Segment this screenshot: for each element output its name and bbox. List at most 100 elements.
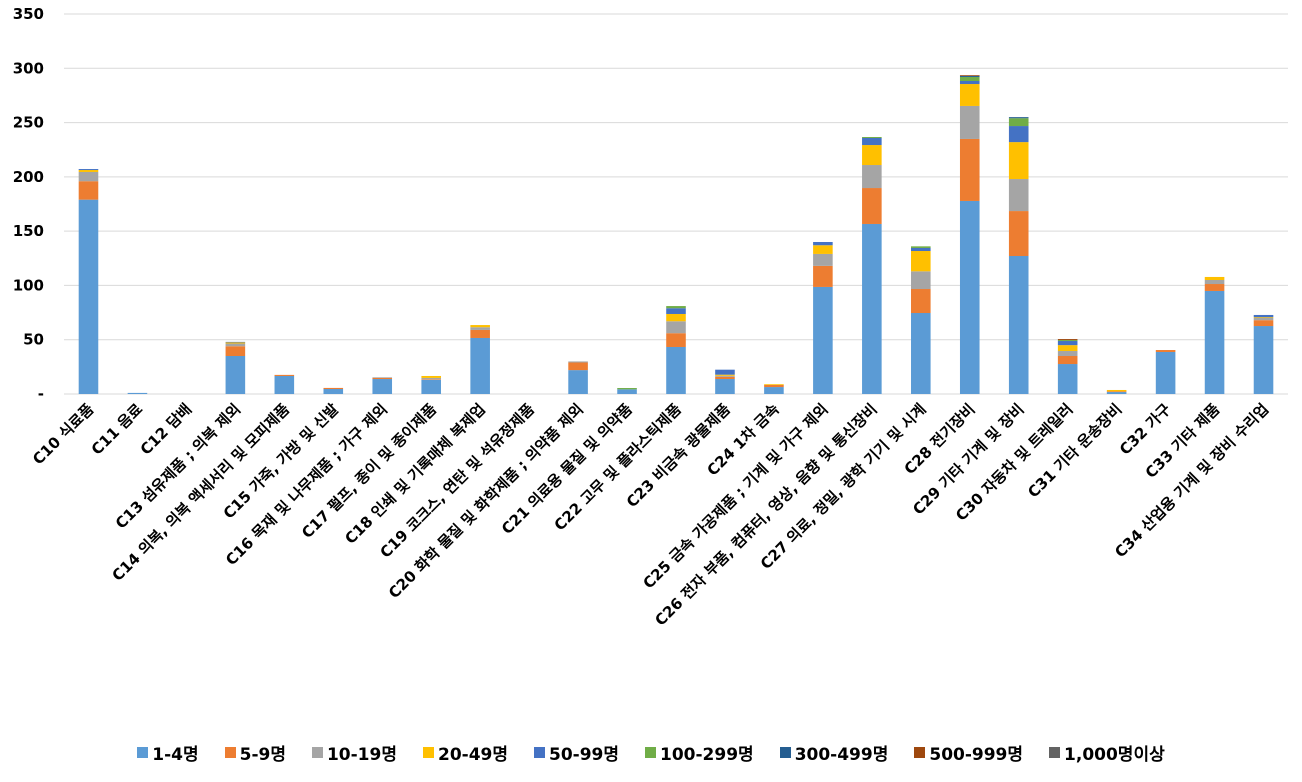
bar-segment (1008, 142, 1029, 180)
legend-item: 20-49명 (422, 740, 508, 765)
gridlines (64, 13, 1288, 395)
bar-segment (959, 200, 980, 394)
bar-segment (1057, 356, 1078, 365)
bar-segment (862, 165, 882, 189)
legend-label: 1,000명이상 (1064, 745, 1165, 765)
legend-item: 1,000명이상 (1049, 740, 1165, 765)
y-tick-label: - (38, 385, 44, 403)
legend: 1-4명 5-9명 10-19명 20-49명 50-99명 100-299명 300-49… (0, 740, 1302, 765)
bar-segment (568, 370, 588, 394)
bar-segment (1008, 211, 1029, 257)
bar-segment (1106, 391, 1127, 393)
bar-segment (959, 105, 980, 139)
bar-segment (1008, 179, 1029, 212)
bar-segment (764, 384, 784, 388)
bar-segment (225, 356, 246, 394)
bar-segment (470, 337, 490, 394)
bar-segment (568, 362, 588, 371)
bar-segment (470, 327, 490, 330)
bar-segment (911, 271, 931, 290)
bar-segment (1008, 256, 1029, 394)
bar-segment (666, 308, 686, 314)
legend-label: 5-9명 (239, 745, 286, 765)
bar-segment (911, 247, 931, 252)
bar-segment (1204, 280, 1225, 285)
bar-segment (715, 376, 735, 380)
bar-segment (911, 289, 931, 314)
x-tick-label: C11 음료 (88, 400, 147, 459)
bar-segment (764, 384, 784, 385)
y-tick-label: 100 (13, 276, 44, 294)
legend-item: 500-999명 (914, 740, 1023, 765)
legend-item: 100-299명 (645, 740, 754, 765)
bar-segment (1057, 351, 1078, 356)
bar-segment (862, 137, 882, 146)
bar-segment (1155, 351, 1176, 394)
bar-segment (372, 377, 393, 378)
bar-segment (225, 343, 246, 347)
bar-segment (715, 375, 735, 377)
legend-label: 50-99명 (549, 745, 620, 765)
bar-segment (862, 223, 882, 394)
bar-segment (813, 253, 833, 266)
bar-segment (666, 321, 686, 334)
legend-label: 20-49명 (437, 745, 508, 765)
bar-segment (813, 242, 833, 246)
legend-label: 10-19명 (326, 745, 397, 765)
y-axis: - 50 100 150 200 250 300 350 (13, 5, 44, 403)
bar-segment (323, 387, 344, 390)
bar-segment (911, 251, 931, 272)
bar-segment (862, 145, 882, 166)
bar-segment (862, 188, 882, 224)
y-tick-label: 350 (13, 5, 44, 23)
bar-segment (666, 313, 686, 322)
bar-segment (911, 246, 931, 248)
bars (78, 75, 1274, 394)
bar-segment (1253, 320, 1274, 327)
bar-segment (617, 389, 637, 394)
bar-segment (666, 333, 686, 347)
bar-segment (813, 286, 833, 394)
y-tick-label: 200 (13, 168, 44, 186)
legend-swatch (779, 747, 791, 758)
bar-segment (959, 76, 980, 81)
bar-segment (372, 377, 393, 380)
bar-segment (127, 392, 148, 394)
bar-segment (1057, 364, 1078, 394)
legend-item: 5-9명 (224, 740, 286, 765)
bar-segment (862, 137, 882, 138)
bar-segment (421, 379, 441, 380)
bar-segment (959, 80, 980, 85)
bar-segment (225, 341, 246, 343)
bar-segment (568, 361, 588, 363)
bar-segment (1057, 339, 1078, 341)
bar-segment (715, 374, 735, 376)
legend-label: 100-299명 (660, 745, 754, 765)
y-tick-label: 150 (13, 222, 44, 240)
bar-segment (617, 388, 637, 390)
legend-swatch (422, 747, 434, 758)
legend-item: 1-4명 (137, 740, 199, 765)
bar-segment (1008, 118, 1029, 127)
bar-segment (225, 342, 246, 344)
bar-segment (1057, 345, 1078, 352)
bar-segment (764, 387, 784, 394)
bar-segment (959, 84, 980, 106)
legend-item: 10-19명 (311, 740, 397, 765)
bar-segment (78, 181, 99, 200)
bar-segment (1204, 276, 1225, 280)
x-tick-label: C10 식료품 (29, 400, 97, 468)
bar-segment (225, 346, 246, 356)
bar-segment (1008, 117, 1029, 119)
bar-segment (813, 265, 833, 287)
x-tick-label: C14 의복, 의복 액세서리 및 모피제품 (109, 400, 294, 585)
legend-swatch (224, 747, 236, 758)
bar-segment (666, 306, 686, 309)
bar-segment (1253, 326, 1274, 394)
bar-segment (470, 329, 490, 338)
bar-segment (421, 375, 441, 378)
bar-segment (1253, 314, 1274, 318)
bar-segment (715, 369, 735, 375)
legend-swatch (137, 747, 149, 758)
